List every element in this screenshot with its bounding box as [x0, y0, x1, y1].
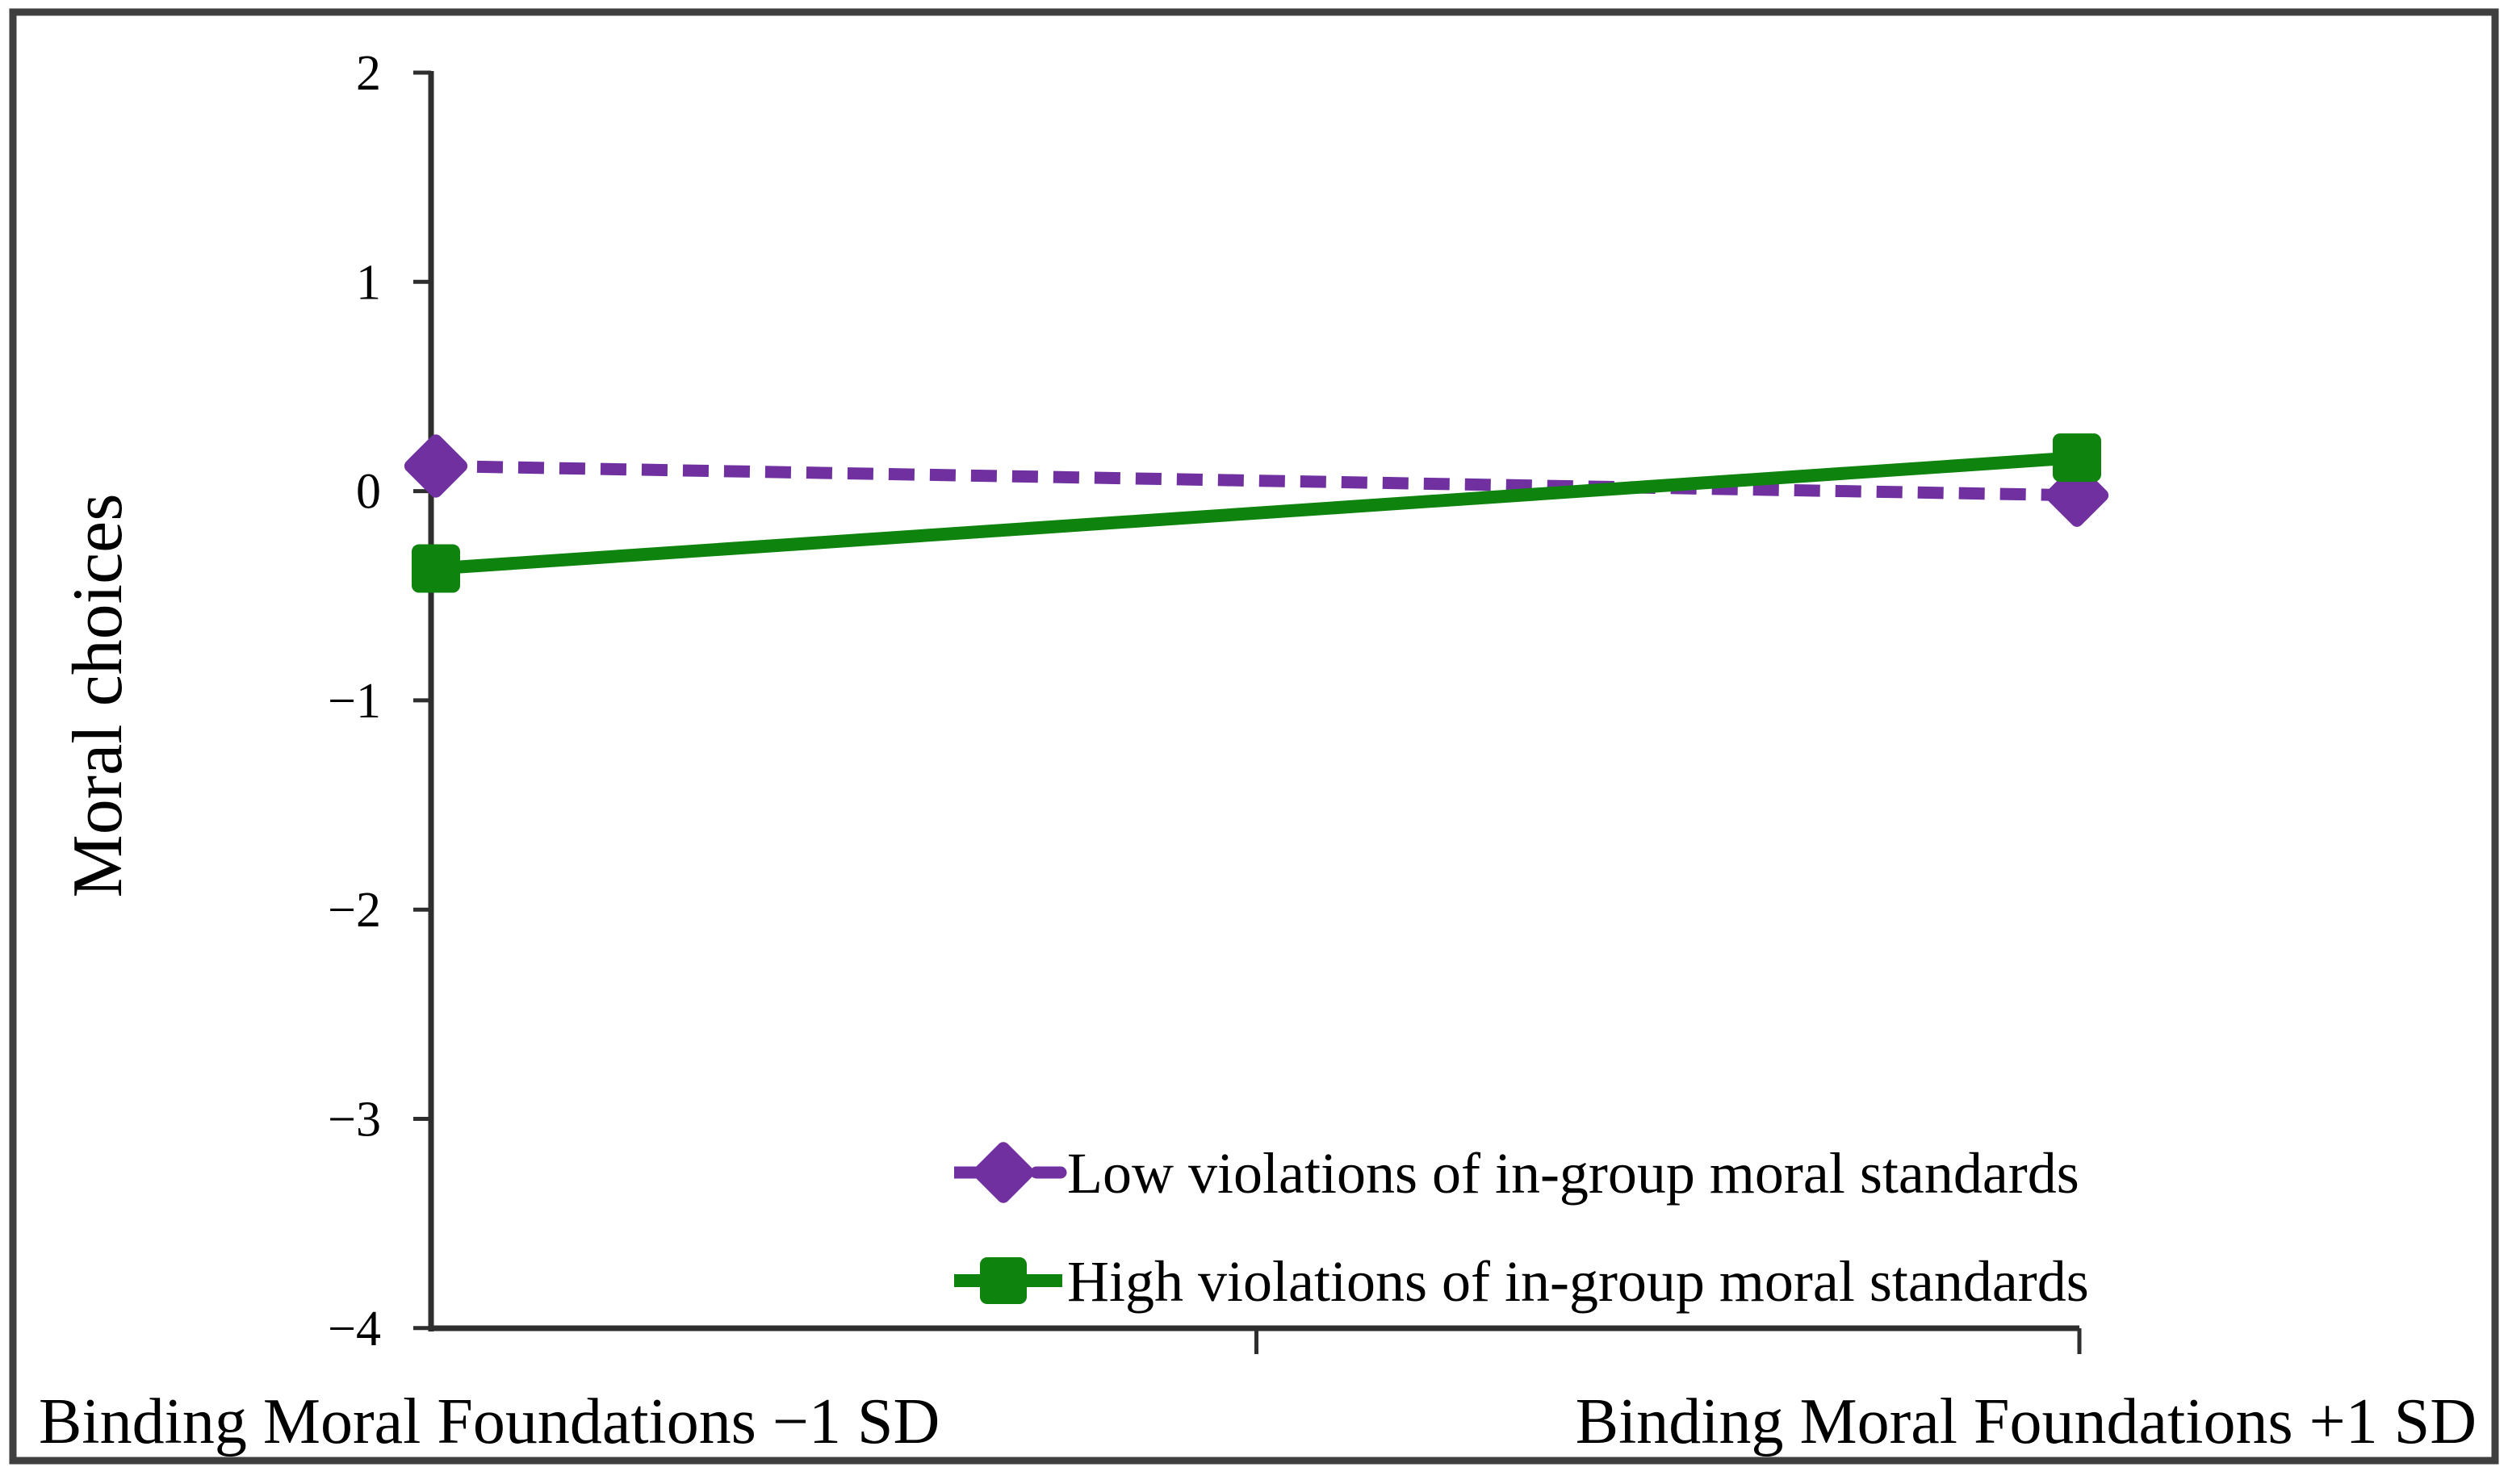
axis-ticks-layer: 2 1 0 −1 −2 −3 −4: [328, 46, 2082, 1357]
legend-label-high: High violations of in-group moral standa…: [1067, 1249, 2089, 1314]
x-axis-label-right: Binding Moral Foundations +1 SD: [1576, 1386, 2477, 1457]
y-tick-label: −3: [328, 1093, 381, 1147]
y-axis-title: Moral choices: [59, 494, 137, 898]
y-tick-label: 0: [356, 465, 381, 520]
y-tick-label: −1: [328, 674, 381, 729]
y-tick-label: 2: [356, 46, 381, 101]
legend-entry-high: High violations of in-group moral standa…: [954, 1249, 2089, 1314]
y-tick-label: −4: [328, 1302, 381, 1357]
legend-entry-low: Low violations of in-group moral standar…: [954, 1141, 2079, 1206]
y-tick-label: −2: [328, 883, 381, 938]
series-layer: [404, 433, 2109, 593]
legend-square-marker-icon: [980, 1257, 1027, 1304]
square-marker-icon: [412, 544, 460, 593]
series-line-high: [435, 451, 2078, 575]
legend-label-low: Low violations of in-group moral standar…: [1067, 1141, 2079, 1206]
legend-diamond-marker-icon: [973, 1142, 1034, 1203]
diamond-marker-icon: [404, 434, 468, 498]
legend: Low violations of in-group moral standar…: [954, 1141, 2089, 1314]
series-line-low: [435, 459, 2078, 502]
figure-border: [9, 8, 2499, 1465]
square-marker-icon: [2053, 433, 2101, 483]
x-axis-label-left: Binding Moral Foundations −1 SD: [39, 1386, 940, 1457]
y-tick-label: 1: [356, 255, 381, 310]
